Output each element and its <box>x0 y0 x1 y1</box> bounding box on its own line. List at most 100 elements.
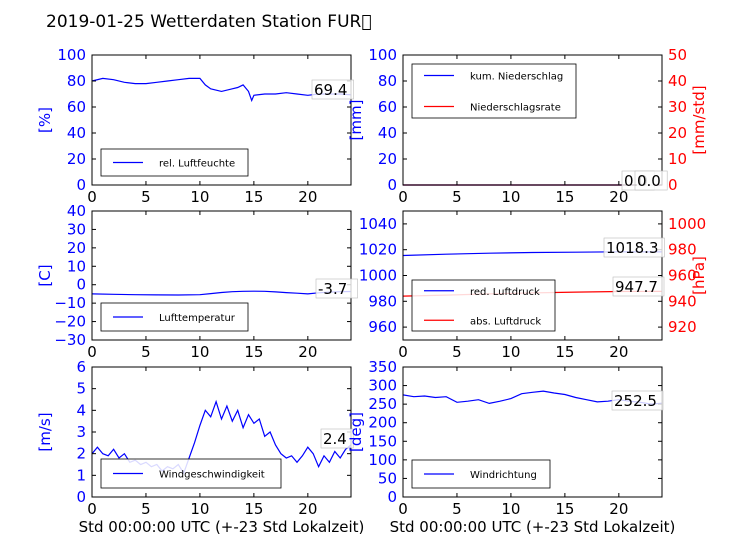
value-annotation-box <box>634 170 668 191</box>
y-tick-label: 60 <box>378 98 397 116</box>
legend-box <box>100 302 249 332</box>
x-tick-label: 10 <box>501 188 520 206</box>
last-value-annotation: 0.0 <box>637 172 661 190</box>
value-annotation-box <box>311 79 354 100</box>
last-value-annotation: 69.4 <box>314 81 347 99</box>
value-annotation-box <box>612 276 665 297</box>
legend-label: Lufttemperatur <box>159 313 236 324</box>
legend: Windrichtung <box>411 459 551 489</box>
value-annotation-box <box>611 390 664 411</box>
y-tick-label: 10 <box>67 257 86 275</box>
legend-box <box>411 279 556 332</box>
x-tick-label: 20 <box>298 500 317 518</box>
y2-axis-label: [hPa] <box>690 256 708 295</box>
y-axis-label: [m/s] <box>36 412 54 451</box>
y2-tick-label: 30 <box>668 98 687 116</box>
y2-tick-label: 980 <box>668 241 697 259</box>
x-tick-label: 5 <box>452 500 462 518</box>
x-tick-label: 0 <box>398 500 408 518</box>
y-tick-label: 40 <box>67 202 86 220</box>
y-axis-label: [%] <box>36 107 54 133</box>
y-tick-label: 350 <box>368 358 397 376</box>
y2-tick-label: 940 <box>668 292 697 310</box>
value-annotation-box <box>320 428 354 449</box>
y-tick-label: 50 <box>378 469 397 487</box>
x-tick-label: 15 <box>555 343 574 361</box>
x-tick-label: 0 <box>398 343 408 361</box>
value-annotation-box <box>315 278 358 299</box>
x-tick-label: 0 <box>87 343 97 361</box>
panel-top-right: 0 5 10 15 20 0 20 40 60 80 100 0 10 20 30 40 50 [mm] [mm/s… <box>347 46 708 206</box>
axes-frame <box>91 210 352 341</box>
y-tick-label: 60 <box>67 98 86 116</box>
y2-axis-label: [mm/std] <box>690 85 708 154</box>
y-tick-label: −10 <box>54 294 86 312</box>
y-tick-label: −20 <box>54 313 86 331</box>
y2-tick-label: 10 <box>668 150 687 168</box>
y2-tick-label: 20 <box>668 124 687 142</box>
last-value-annotation: 252.5 <box>614 392 657 410</box>
legend-label: Niederschlagsrate <box>470 103 561 114</box>
last-value-annotation: 947.7 <box>615 278 658 296</box>
y2-tick-label: 0 <box>668 176 678 194</box>
y-tick-label: 1000 <box>359 267 397 285</box>
y-tick-label: 80 <box>378 72 397 90</box>
series-line-rel-luftfeuchte <box>91 77 352 103</box>
legend-label: abs. Luftdruck <box>470 316 541 327</box>
y-tick-label: 4 <box>76 401 86 419</box>
x-tick-label: 10 <box>190 343 209 361</box>
y-tick-label: 150 <box>368 432 397 450</box>
x-tick-label: 0 <box>87 188 97 206</box>
x-tick-label: 20 <box>609 500 628 518</box>
x-tick-label: 5 <box>141 500 151 518</box>
x-tick-label: 0 <box>87 500 97 518</box>
y-tick-label: 100 <box>57 46 86 64</box>
x-tick-label: 5 <box>141 343 151 361</box>
x-tick-label: 0 <box>398 188 408 206</box>
y-tick-label: 300 <box>368 377 397 395</box>
panel-top-left: 0 5 10 15 20 0 20 40 60 80 100 [%] rel. Luftfeuchte 6… <box>36 46 354 206</box>
y-tick-label: 80 <box>67 72 86 90</box>
y-tick-label: 6 <box>76 358 86 376</box>
x-tick-label: 20 <box>298 343 317 361</box>
y-tick-label: 30 <box>67 220 86 238</box>
legend: red. Luftdruck abs. Luftdruck <box>411 279 556 332</box>
x-tick-label: 15 <box>244 343 263 361</box>
y-tick-label: −30 <box>54 331 86 349</box>
figure-title: 2019-01-25 Wetterdaten Station FUR  <box>46 12 372 32</box>
panel-middle-right: 0 5 10 15 20 960 980 1000 1020 1040 920 940 960 980 10… <box>359 210 708 361</box>
y-tick-label: 100 <box>368 46 397 64</box>
x-tick-label: 20 <box>609 188 628 206</box>
y-tick-label: 200 <box>368 414 397 432</box>
legend-label: red. Luftdruck <box>470 287 540 298</box>
y-tick-label: 2 <box>76 445 86 463</box>
x-tick-label: 15 <box>244 188 263 206</box>
x-tick-label: 5 <box>452 188 462 206</box>
series-line-lufttemperatur <box>91 290 352 296</box>
value-annotation-box <box>603 237 665 258</box>
x-axis-label: Std 00:00:00 UTC (+-23 Std Lokalzeit) <box>390 518 676 536</box>
x-tick-label: 5 <box>141 188 151 206</box>
y-tick-label: 100 <box>368 451 397 469</box>
x-tick-label: 15 <box>555 500 574 518</box>
y-tick-label: 3 <box>76 423 86 441</box>
y-axis-label: [C] <box>36 264 54 286</box>
y-tick-label: 1 <box>76 466 86 484</box>
y-tick-label: 0 <box>76 488 86 506</box>
y-tick-label: 20 <box>67 239 86 257</box>
y-tick-label: 1040 <box>359 215 397 233</box>
x-tick-label: 20 <box>609 343 628 361</box>
y2-tick-label: 1000 <box>668 215 706 233</box>
y-tick-label: 980 <box>368 292 397 310</box>
legend-label: Windrichtung <box>470 470 537 481</box>
x-tick-label: 15 <box>555 188 574 206</box>
y-tick-label: 20 <box>67 150 86 168</box>
legend-label: kum. Niederschlag <box>470 72 563 83</box>
last-value-annotation: 1018.3 <box>606 239 659 257</box>
y-tick-label: 0 <box>387 176 397 194</box>
x-tick-label: 5 <box>452 343 462 361</box>
y-tick-label: 250 <box>368 395 397 413</box>
y-axis-label: [deg] <box>347 412 365 452</box>
